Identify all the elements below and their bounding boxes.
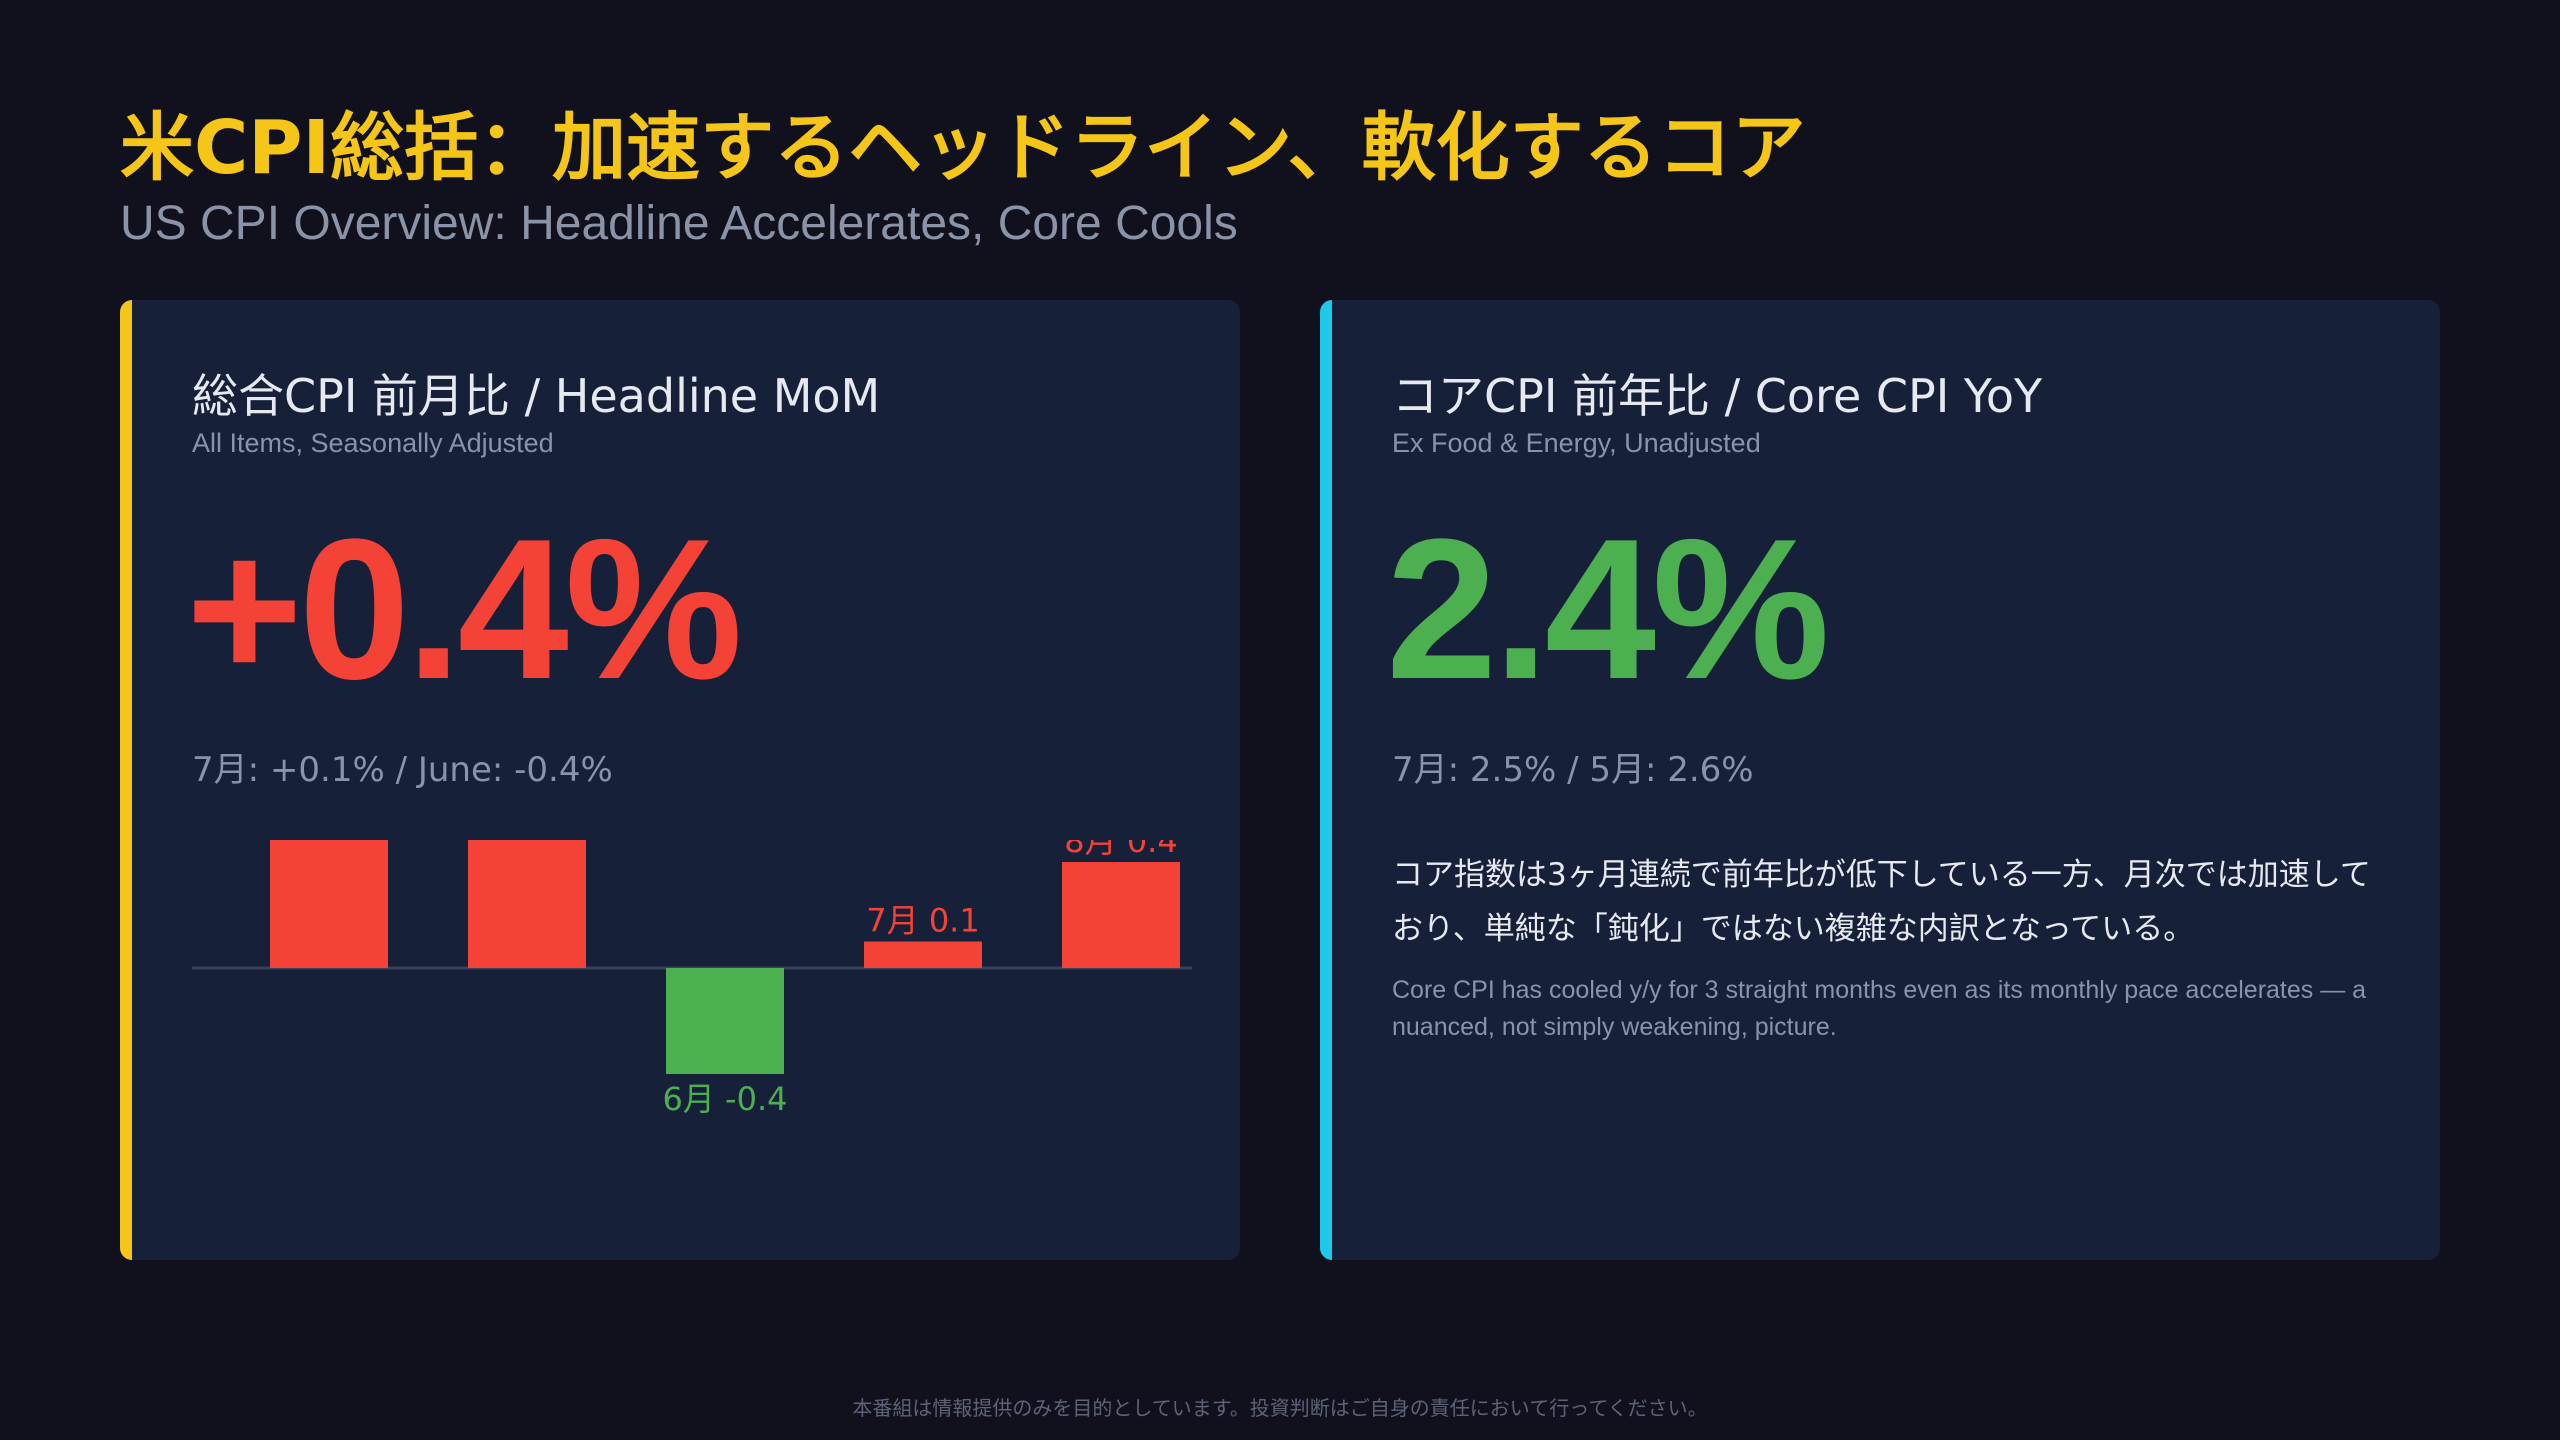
- card-accent-bar: [1320, 300, 1332, 1260]
- chart-data-label-4: 7月 0.1: [866, 902, 979, 940]
- headline-mom-card: 総合CPI 前月比 / Headline MoM All Items, Seas…: [120, 300, 1240, 1260]
- core-note-english: Core CPI has cooled y/y for 3 straight m…: [1392, 976, 2367, 1041]
- chart-bar-5: [1062, 862, 1180, 968]
- core-compare: 7月: 2.5% / 5月: 2.6%: [1392, 750, 1754, 790]
- core-yoy-card: コアCPI 前年比 / Core CPI YoY Ex Food & Energ…: [1320, 300, 2440, 1260]
- chart-bar-1: [270, 840, 388, 968]
- card-subtitle: All Items, Seasonally Adjusted: [192, 428, 554, 458]
- card-title: 総合CPI 前月比 / Headline MoM: [192, 369, 881, 423]
- core-note-japanese: コア指数は3ヶ月連続で前年比が低下している一方、月次では加速しており、単純な「鈍…: [1392, 857, 2371, 947]
- monthly-bar-chart: 4月 0.65月 0.56月 -0.47月 0.18月 0.4: [192, 840, 1192, 1170]
- card-title: コアCPI 前年比 / Core CPI YoY: [1392, 369, 2043, 423]
- core-yoy-value: 2.4%: [1386, 498, 1830, 721]
- page-subtitle: US CPI Overview: Headline Accelerates, C…: [120, 197, 1238, 250]
- chart-data-label-5: 8月 0.4: [1064, 840, 1177, 860]
- chart-data-label-3: 6月 -0.4: [663, 1080, 788, 1118]
- headline-compare: 7月: +0.1% / June: -0.4%: [192, 750, 613, 790]
- chart-bar-4: [864, 941, 982, 968]
- disclaimer-footer: 本番組は情報提供のみを目的としています。投資判断はご自身の責任において行ってくだ…: [852, 1396, 1708, 1420]
- chart-bar-2: [468, 840, 586, 968]
- bar-chart-svg: 4月 0.65月 0.56月 -0.47月 0.18月 0.4: [192, 840, 1192, 1118]
- page-title: 米CPI総括：加速するヘッドライン、軟化するコア: [120, 105, 1806, 191]
- headline-mom-value: +0.4%: [186, 498, 743, 721]
- card-subtitle: Ex Food & Energy, Unadjusted: [1392, 428, 1761, 458]
- chart-bar-3: [666, 968, 784, 1074]
- card-accent-bar: [120, 300, 132, 1260]
